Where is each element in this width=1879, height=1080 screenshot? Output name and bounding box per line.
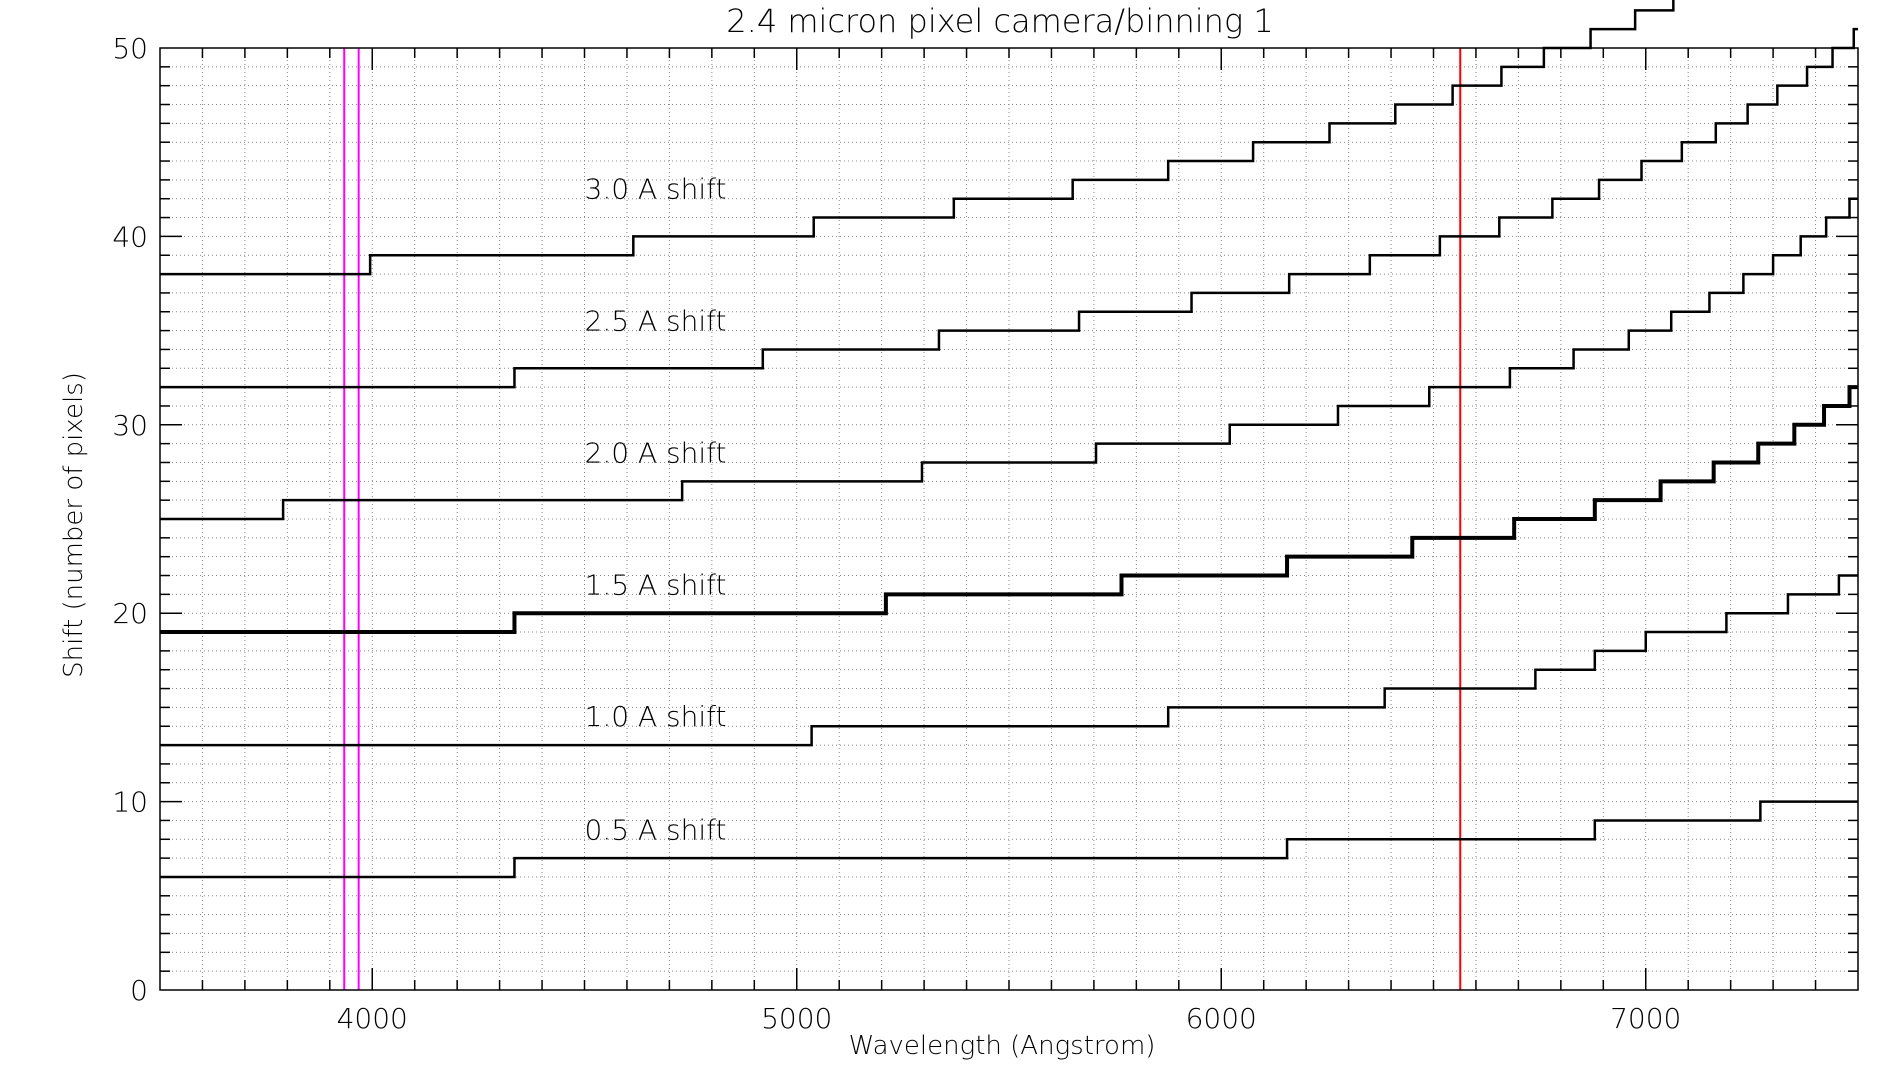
x-tick-label: 4000 bbox=[337, 1002, 408, 1035]
x-tick-label: 7000 bbox=[1610, 1002, 1681, 1035]
series-line bbox=[160, 0, 1675, 276]
y-tick-label: 20 bbox=[112, 597, 148, 630]
series-label: 0.5 A shift bbox=[585, 813, 727, 846]
series-line bbox=[160, 197, 1858, 521]
y-tick-label: 40 bbox=[112, 220, 148, 253]
tick-labels-layer: 4000 5000 6000 7000 0 10 20 30 40 50 bbox=[112, 32, 1681, 1035]
series-line bbox=[160, 800, 1858, 879]
series-label: 1.5 A shift bbox=[585, 568, 727, 601]
series-line bbox=[160, 385, 1858, 635]
series-line bbox=[160, 27, 1858, 389]
x-axis-label: Wavelength (Angstrom) bbox=[849, 1031, 1156, 1061]
chart-title: 2.4 micron pixel camera/binning 1 bbox=[726, 2, 1273, 40]
series-label: 3.0 A shift bbox=[585, 173, 727, 206]
y-tick-label: 50 bbox=[112, 32, 148, 65]
series-line bbox=[160, 574, 1858, 747]
y-tick-label: 30 bbox=[112, 409, 148, 442]
axes-layer bbox=[159, 47, 1859, 991]
y-tick-label: 10 bbox=[112, 786, 148, 819]
y-axis-label: Shift (number of pixels) bbox=[59, 372, 89, 678]
x-tick-label: 6000 bbox=[1186, 1002, 1257, 1035]
y-tick-label: 0 bbox=[130, 974, 148, 1007]
series-label: 2.5 A shift bbox=[585, 305, 727, 338]
series-label: 2.0 A shift bbox=[585, 436, 727, 469]
series-layer: 0.5 A shift 1.0 A shift 1.5 A shift 2.0 A s… bbox=[160, 0, 1858, 879]
grid-layer bbox=[160, 48, 1858, 990]
series-label: 1.0 A shift bbox=[585, 700, 727, 733]
reference-lines-layer bbox=[343, 48, 1462, 990]
x-tick-label: 5000 bbox=[761, 1002, 832, 1035]
